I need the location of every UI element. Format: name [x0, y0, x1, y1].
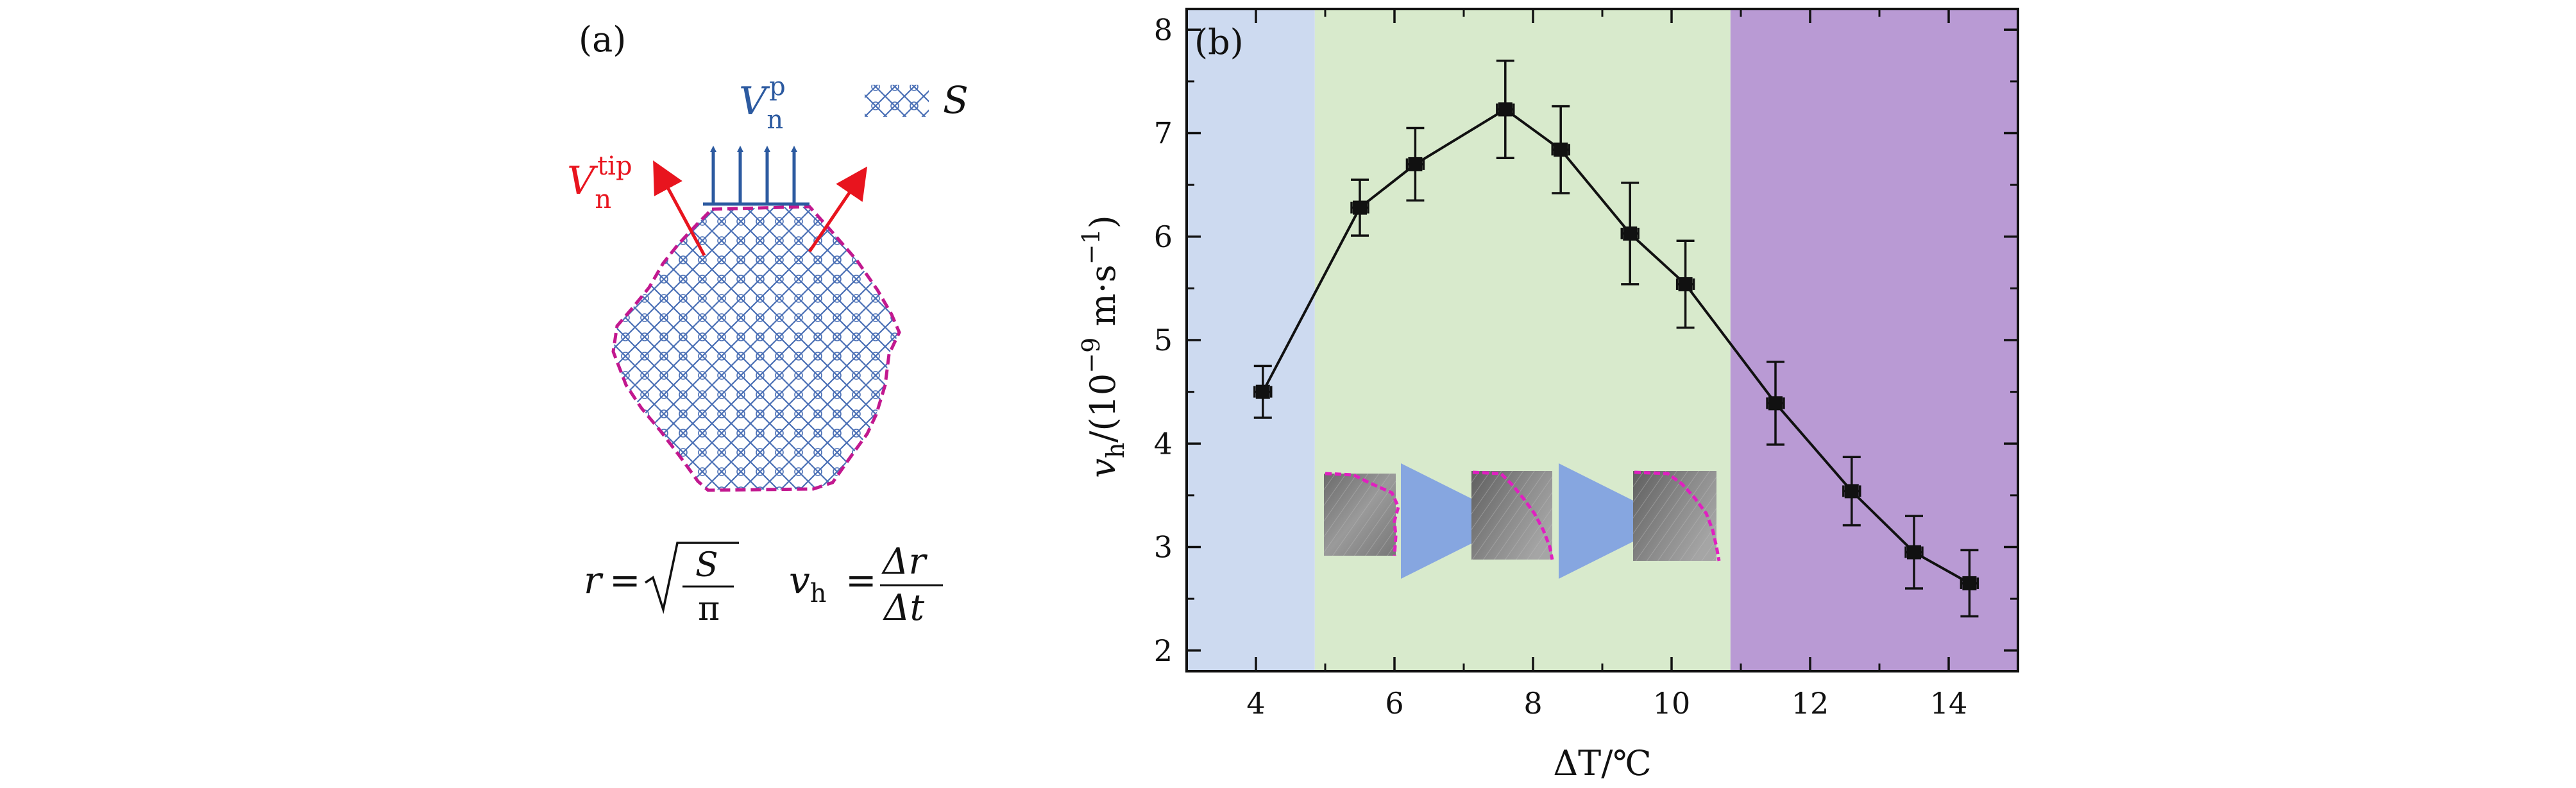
data-point [1623, 226, 1638, 241]
svg-text:vh: vh [789, 558, 827, 608]
background-regions [1187, 9, 2018, 671]
area-legend-swatch [865, 85, 929, 117]
y-tick-label: 7 [1154, 116, 1173, 151]
x-tick-label: 14 [1930, 686, 1968, 721]
x-tick-label: 8 [1523, 686, 1542, 721]
y-tick-label: 8 [1154, 12, 1173, 47]
micrograph-2 [1471, 470, 1554, 560]
region-2 [1314, 9, 1731, 671]
y-tick-label: 3 [1154, 530, 1173, 565]
micrograph-1 [1324, 472, 1400, 556]
svg-text:=: = [845, 558, 877, 602]
svg-text:S: S [695, 546, 718, 585]
formula-vh: vh = Δr Δt [789, 541, 943, 629]
area-legend-label: S [943, 78, 969, 122]
panel-b: 4 6 8 10 12 14 2 3 4 5 6 7 8 (b) ΔT/℃ vh/(10−9 m·s−… [1077, 8, 2019, 784]
x-axis-ticks: 4 6 8 10 12 14 [1185, 9, 2019, 721]
svg-text:r: r [584, 558, 604, 602]
svg-text:=: = [609, 558, 641, 602]
y-tick-label: 4 [1154, 426, 1173, 461]
data-points [1255, 102, 1977, 590]
crystal-region [611, 205, 901, 492]
y-axis-ticks: 2 3 4 5 6 7 8 [1154, 12, 2018, 668]
micrograph-3 [1633, 470, 1721, 561]
vn-p-arrows [703, 146, 809, 206]
x-tick-label: 6 [1385, 686, 1403, 721]
vn-tip-arrows [653, 160, 868, 257]
y-tick-label: 2 [1154, 633, 1173, 668]
vn-tip-label: Vntip [567, 151, 632, 214]
data-point [1907, 545, 1921, 560]
panel-a-label: (a) [579, 19, 626, 60]
x-tick-label: 4 [1246, 686, 1265, 721]
data-point [1768, 396, 1783, 411]
panel-a: (a) Vnp Vntip S r = S [567, 19, 969, 629]
data-point [1255, 384, 1270, 399]
y-tick-label: 6 [1154, 219, 1173, 254]
data-point [1678, 277, 1693, 291]
region-3 [1730, 9, 2018, 671]
micrograph-insets [1324, 463, 1721, 579]
data-point [1498, 102, 1513, 117]
x-tick-label: 12 [1792, 686, 1829, 721]
svg-text:Δt: Δt [883, 587, 924, 629]
panel-b-label: (b) [1194, 22, 1244, 62]
data-point [1554, 142, 1568, 157]
data-point [1962, 576, 1977, 590]
x-tick-label: 10 [1653, 686, 1691, 721]
y-tick-label: 5 [1154, 323, 1173, 357]
x-axis-label: ΔT/℃ [1553, 743, 1652, 784]
svg-text:Δr: Δr [881, 541, 928, 583]
y-axis-label: vh/(10−9 m·s−1) [1077, 215, 1130, 477]
data-point [1844, 484, 1859, 499]
vn-p-label: Vnp [739, 72, 786, 135]
data-point [1353, 200, 1367, 215]
svg-text:π: π [698, 590, 720, 628]
formula-r: r = S π [584, 542, 739, 628]
data-point [1408, 157, 1423, 171]
region-1 [1187, 9, 1315, 671]
